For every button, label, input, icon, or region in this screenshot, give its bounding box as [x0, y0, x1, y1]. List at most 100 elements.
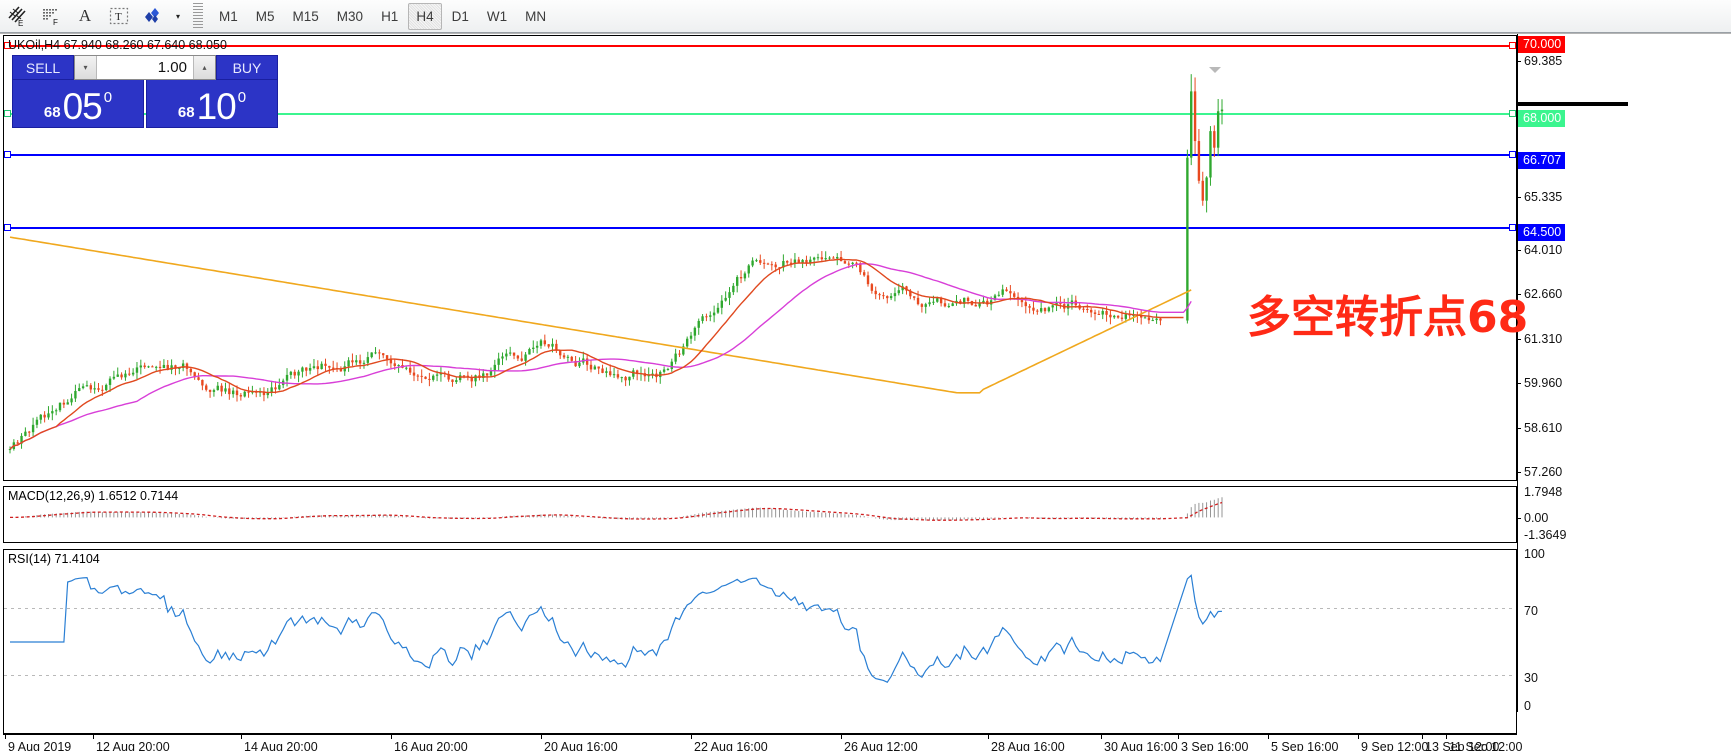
- price-tag-64500[interactable]: 64.500: [1518, 224, 1566, 241]
- rsi-band-70: [4, 608, 1516, 609]
- sell-price-display[interactable]: 68 05 0: [12, 80, 144, 128]
- rsi-tick-30: 30: [1524, 671, 1538, 685]
- time-axis-label: 9 Aug 2019: [8, 740, 72, 751]
- level-handle-right[interactable]: [1509, 110, 1516, 117]
- macd-pane[interactable]: MACD(12,26,9) 1.6512 0.7144: [3, 486, 1517, 543]
- price-tick-57260: 57.260: [1517, 465, 1562, 480]
- timeframe-w1[interactable]: W1: [486, 8, 508, 24]
- time-tick-mark: [691, 735, 692, 739]
- time-tick-mark: [541, 735, 542, 739]
- timeframe-m30[interactable]: M30: [336, 8, 364, 24]
- level-handle-left[interactable]: [4, 110, 11, 117]
- sell-price-prefix: 68: [43, 104, 61, 121]
- chart-scroll-marker-icon: [1209, 67, 1221, 73]
- volume-input[interactable]: 1.00: [97, 56, 193, 79]
- level-handle-left[interactable]: [4, 151, 11, 158]
- time-axis-label: 14 Aug 20:00: [244, 740, 318, 751]
- price-series-plot: [8, 74, 1224, 454]
- svg-text:T: T: [115, 11, 122, 23]
- time-tick-mark: [1101, 735, 1102, 739]
- timeframe-m1[interactable]: M1: [219, 8, 238, 24]
- time-tick-mark: [93, 735, 94, 739]
- rsi-pane[interactable]: RSI(14) 71.4104: [3, 549, 1517, 734]
- time-axis-label: 30 Aug 16:00: [1104, 740, 1178, 751]
- macd-tick-lower: -1.3649: [1524, 528, 1567, 542]
- buy-price-main: 10: [196, 86, 237, 127]
- symbol-ohlc-label: UKOil,H4 67.940 68.260 67.640 68.050: [8, 38, 227, 52]
- sell-price-main: 05: [62, 86, 103, 127]
- level-handle-right[interactable]: [1509, 224, 1516, 231]
- price-tick-65335: 65.335: [1517, 190, 1562, 205]
- price-tag-70000[interactable]: 70.000: [1518, 36, 1566, 53]
- time-axis-label: 28 Aug 16:00: [991, 740, 1065, 751]
- timeframe-mn[interactable]: MN: [525, 8, 547, 24]
- sell-button[interactable]: SELL: [12, 55, 74, 80]
- macd-tick-upper: 1.7948: [1524, 485, 1563, 499]
- price-tick-61310: 61.310: [1517, 332, 1562, 347]
- time-axis-label: 20 Aug 16:00: [544, 740, 618, 751]
- chart-text-annotation[interactable]: 多空转折点68: [1247, 292, 1529, 343]
- price-pane[interactable]: UKOil,H4 67.940 68.260 67.640 68.050: [3, 35, 1517, 481]
- rsi-plot: [10, 574, 1223, 683]
- price-tag-66707[interactable]: 66.707: [1518, 152, 1566, 169]
- volume-increase-button[interactable]: ▴: [193, 56, 215, 79]
- price-tick-59960: 59.960: [1517, 376, 1562, 391]
- macd-plot: [10, 497, 1223, 521]
- text-box-icon[interactable]: T: [102, 1, 136, 32]
- text-label-icon[interactable]: A: [78, 6, 92, 25]
- quote-row: 68 05 0 68 10 0: [12, 80, 278, 128]
- timeframe-d1[interactable]: D1: [451, 8, 469, 24]
- expert-advisor-icon[interactable]: E: [0, 1, 34, 32]
- objects-icon[interactable]: [136, 1, 170, 32]
- time-tick-mark: [1358, 735, 1359, 739]
- buy-price-fraction: 0: [237, 89, 247, 106]
- price-tick-58610: 58.610: [1517, 421, 1562, 436]
- buy-price-display[interactable]: 68 10 0: [146, 80, 278, 128]
- price-tag-68000[interactable]: 68.000: [1518, 110, 1566, 127]
- time-tick-mark: [1422, 735, 1423, 739]
- time-tick-mark: [1268, 735, 1269, 739]
- indicator-list-icon[interactable]: F: [34, 1, 68, 32]
- time-tick-mark: [841, 735, 842, 739]
- volume-stepper[interactable]: ▾ 1.00 ▴: [74, 55, 216, 80]
- buy-price-prefix: 68: [177, 104, 195, 121]
- time-axis-label: 26 Aug 12:00: [844, 740, 918, 751]
- toolbar-drag-handle[interactable]: [193, 3, 203, 29]
- price-axis[interactable]: 70.000 69.385 68.000 66.707 65.335 64.50…: [1517, 34, 1731, 713]
- price-tick-69385: 69.385: [1517, 54, 1562, 69]
- one-click-trading-panel[interactable]: SELL ▾ 1.00 ▴ BUY 68 05 0 68 10 0: [12, 55, 278, 128]
- time-axis-label: 9 Sep 12:00: [1361, 740, 1429, 751]
- macd-tick-zero: 0.00: [1517, 511, 1548, 526]
- timeframe-m15[interactable]: M15: [292, 8, 319, 24]
- time-tick-mark: [391, 735, 392, 739]
- time-axis: 9 Aug 2019 12 Aug 20:00 14 Aug 20:00 16 Aug…: [3, 734, 1522, 751]
- time-tick-mark: [1446, 735, 1447, 739]
- objects-dropdown-caret[interactable]: ▾: [175, 11, 180, 21]
- time-axis-label: 12 Aug 20:00: [96, 740, 170, 751]
- timeframe-h1[interactable]: H1: [381, 8, 399, 24]
- time-axis-label: 13 Sep 12:00: [1425, 740, 1500, 751]
- svg-text:E: E: [18, 19, 23, 27]
- time-tick-mark: [5, 735, 6, 739]
- rsi-band-30: [4, 675, 1516, 676]
- level-handle-left[interactable]: [4, 224, 11, 231]
- rsi-tick-0: 0: [1524, 699, 1531, 713]
- timeframe-m5[interactable]: M5: [255, 8, 275, 24]
- time-tick-mark: [241, 735, 242, 739]
- price-axis-line: [1517, 34, 1518, 712]
- chart-area[interactable]: UKOil,H4 67.940 68.260 67.640 68.050: [0, 33, 1731, 751]
- level-handle-right[interactable]: [1509, 42, 1516, 49]
- chart-toolbar: E F A: [0, 0, 1731, 33]
- timeframe-h4[interactable]: H4: [408, 2, 442, 30]
- buy-button[interactable]: BUY: [216, 55, 278, 80]
- level-handle-right[interactable]: [1509, 151, 1516, 158]
- current-price-marker: [1518, 102, 1628, 106]
- time-axis-label: 11 Sep 12:00: [1449, 740, 1523, 751]
- volume-decrease-button[interactable]: ▾: [75, 56, 97, 79]
- time-tick-mark: [988, 735, 989, 739]
- rsi-label: RSI(14) 71.4104: [8, 552, 100, 566]
- trade-controls-row: SELL ▾ 1.00 ▴ BUY: [12, 55, 278, 80]
- rsi-tick-100: 100: [1524, 547, 1545, 561]
- level-handle-left[interactable]: [4, 42, 11, 49]
